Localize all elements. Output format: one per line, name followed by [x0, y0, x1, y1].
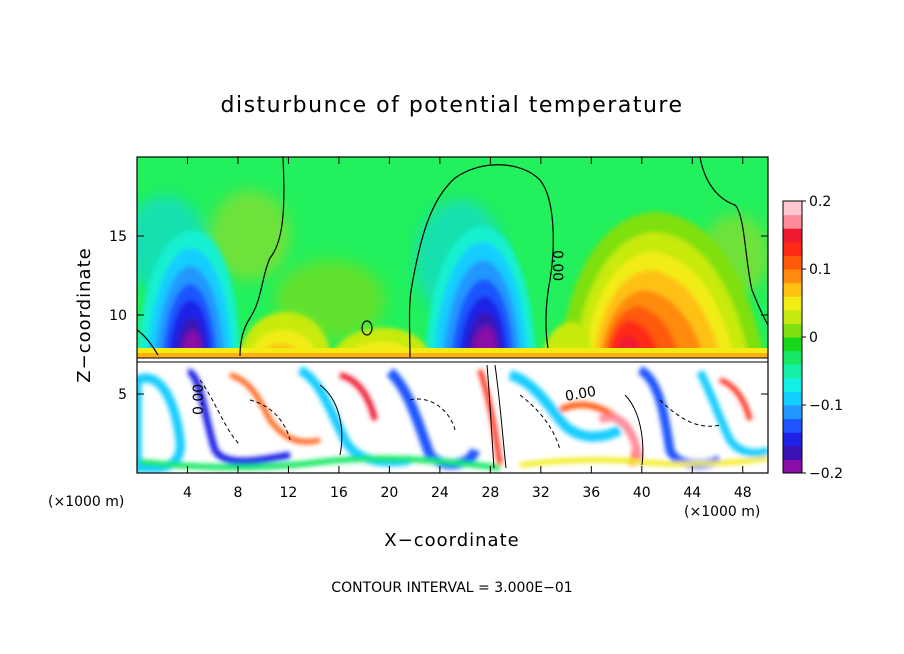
y-tick-label: 5: [118, 387, 127, 403]
y-axis-label: Z−coordinate: [74, 247, 95, 382]
x-tick-label: 44: [683, 485, 701, 501]
colorbar-swatch: [783, 350, 802, 365]
colorbar-swatch: [783, 241, 802, 256]
colorbar-tick-label: 0: [809, 330, 818, 346]
colorbar-swatch: [783, 391, 802, 406]
colorbar-swatch: [783, 432, 802, 447]
y-axis-ticks: 5 10 15: [109, 229, 768, 403]
zero-contours-upper: [137, 157, 768, 358]
colorbar: [782, 200, 803, 474]
colorbar-swatch: [783, 228, 802, 243]
x-tick-label: 8: [233, 485, 242, 501]
contour-label-upper: 0.00: [549, 250, 565, 281]
colorbar-swatch: [783, 296, 802, 311]
x-tick-label: 4: [183, 485, 192, 501]
cold-anomaly-center: [425, 226, 536, 362]
colorbar-tick-label: 0.2: [809, 194, 831, 210]
colorbar-swatch: [783, 377, 802, 392]
x-axis-ticks: 4 8 12 16 20 24 28 32 36 40 44 48: [183, 157, 752, 501]
y-tick-label: 15: [109, 229, 127, 245]
colorbar-swatch: [783, 418, 802, 433]
x-tick-label: 28: [481, 485, 499, 501]
x-unit-label: (×1000 m): [684, 504, 760, 520]
x-tick-label: 40: [633, 485, 651, 501]
contour-label-left: 0.00: [191, 384, 207, 415]
y-unit-label: (×1000 m): [48, 494, 124, 510]
x-tick-label: 48: [734, 485, 752, 501]
colorbar-tick-label: 0.1: [809, 262, 831, 278]
colorbar-swatch: [783, 337, 802, 352]
interface-hatch: [137, 357, 768, 363]
colorbar-swatch: [783, 445, 802, 460]
x-axis-label: X−coordinate: [384, 530, 519, 551]
colorbar-swatch: [783, 323, 802, 338]
colorbar-swatch: [783, 269, 802, 284]
colorbar-ticks: 0.2 0.1 0 −0.1 −0.2: [802, 194, 843, 482]
x-tick-label: 36: [582, 485, 600, 501]
colorbar-swatch: [783, 214, 802, 229]
x-tick-label: 12: [280, 485, 298, 501]
colorbar-swatch: [783, 309, 802, 324]
colorbar-swatch: [783, 405, 802, 420]
colorbar-swatch: [783, 364, 802, 379]
x-tick-label: 32: [532, 485, 550, 501]
chart-title: disturbunce of potential temperature: [221, 93, 684, 118]
x-tick-label: 24: [431, 485, 449, 501]
warm-anomaly-right: [560, 212, 765, 362]
colorbar-tick-label: −0.1: [809, 398, 843, 414]
plot-area: 0.00 0.00 0.00: [137, 157, 768, 473]
y-tick-label: 10: [109, 308, 127, 324]
colorbar-swatch: [783, 255, 802, 270]
contour-interval-note: CONTOUR INTERVAL = 3.000E−01: [331, 580, 572, 596]
contour-label-lower: 0.00: [564, 384, 597, 405]
x-tick-label: 16: [330, 485, 348, 501]
colorbar-swatch: [783, 282, 802, 297]
lower-turbulent-region: [137, 358, 768, 473]
colorbar-tick-label: −0.2: [809, 466, 843, 482]
x-tick-label: 20: [380, 485, 398, 501]
interface-band-top: [137, 348, 768, 353]
interface-band: [137, 352, 768, 362]
colorbar-swatch: [783, 459, 802, 474]
colorbar-swatch: [783, 201, 802, 216]
